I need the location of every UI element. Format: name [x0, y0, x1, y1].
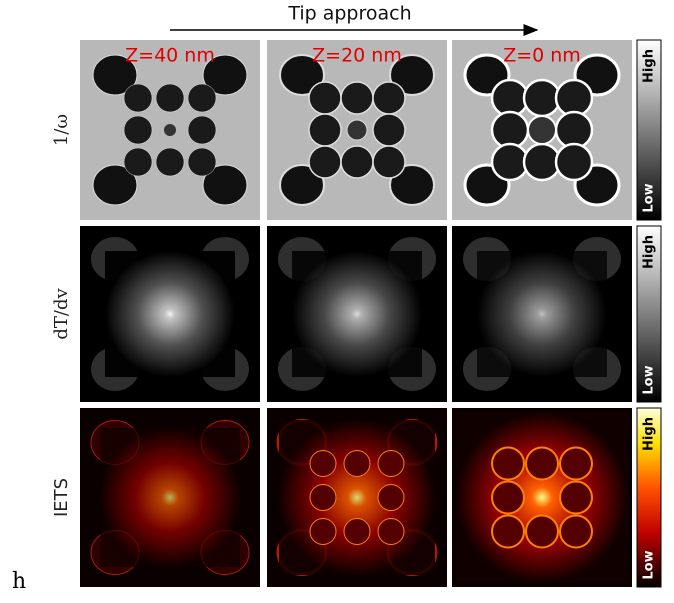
blob — [310, 519, 336, 545]
glow — [456, 412, 628, 583]
blob — [524, 144, 560, 180]
blob — [188, 84, 216, 112]
colorbar-high: High — [642, 417, 657, 451]
blob — [309, 114, 341, 146]
blob — [344, 451, 370, 477]
row-label: 1/ω — [51, 114, 72, 146]
figure: Tip approach h 1/ω Z=40 nm Z=20 nm Z=0 nm Hi… — [0, 0, 674, 603]
panel-label: h — [12, 569, 26, 594]
blob — [556, 80, 592, 116]
blob — [124, 116, 152, 144]
blob — [188, 116, 216, 144]
colorbar-high: High — [642, 235, 657, 269]
image-panel — [80, 226, 260, 402]
blob — [164, 124, 176, 136]
colorbar-low: Low — [642, 365, 657, 394]
blob — [347, 120, 367, 140]
colorbar-high: High — [642, 49, 657, 83]
glow — [100, 428, 240, 567]
blob — [492, 482, 524, 514]
colorbar-low: Low — [642, 550, 657, 579]
blob — [373, 82, 405, 114]
blob — [492, 144, 528, 180]
blob — [124, 84, 152, 112]
image-panel — [80, 408, 260, 587]
colorbar-low: Low — [642, 183, 657, 212]
blob — [560, 516, 592, 548]
row-label: dT/dv — [51, 288, 72, 340]
blob — [341, 146, 373, 178]
blob — [378, 519, 404, 545]
image-panel — [452, 40, 632, 220]
blob — [378, 451, 404, 477]
column-label: Z=40 nm — [125, 45, 215, 67]
blob — [344, 519, 370, 545]
row-label: IETS — [51, 478, 72, 517]
glow — [477, 251, 607, 377]
image-panel — [452, 226, 632, 402]
blob — [373, 146, 405, 178]
blob — [524, 80, 560, 116]
blob — [310, 451, 336, 477]
blob — [492, 112, 528, 148]
blob — [188, 148, 216, 176]
blob — [560, 448, 592, 480]
blob — [492, 448, 524, 480]
blob — [341, 82, 373, 114]
image-panel — [267, 226, 447, 402]
blob — [310, 485, 336, 511]
blob — [556, 144, 592, 180]
glow — [292, 251, 422, 377]
blob — [528, 116, 556, 144]
blob — [309, 82, 341, 114]
blob — [373, 114, 405, 146]
blob — [560, 482, 592, 514]
column-label: Z=0 nm — [503, 45, 581, 67]
blob — [309, 146, 341, 178]
blob — [378, 485, 404, 511]
image-panel — [452, 408, 632, 587]
blob — [124, 148, 152, 176]
image-panel — [267, 40, 447, 220]
blob — [156, 148, 184, 176]
image-panel — [80, 40, 260, 220]
blob — [526, 448, 558, 480]
blob — [492, 80, 528, 116]
image-panel — [267, 408, 447, 587]
blob — [526, 516, 558, 548]
column-label: Z=20 nm — [312, 45, 402, 67]
blob — [556, 112, 592, 148]
blob — [492, 516, 524, 548]
blob — [156, 84, 184, 112]
figure-title: Tip approach — [287, 3, 411, 25]
glow — [105, 251, 235, 377]
glow — [279, 420, 435, 575]
